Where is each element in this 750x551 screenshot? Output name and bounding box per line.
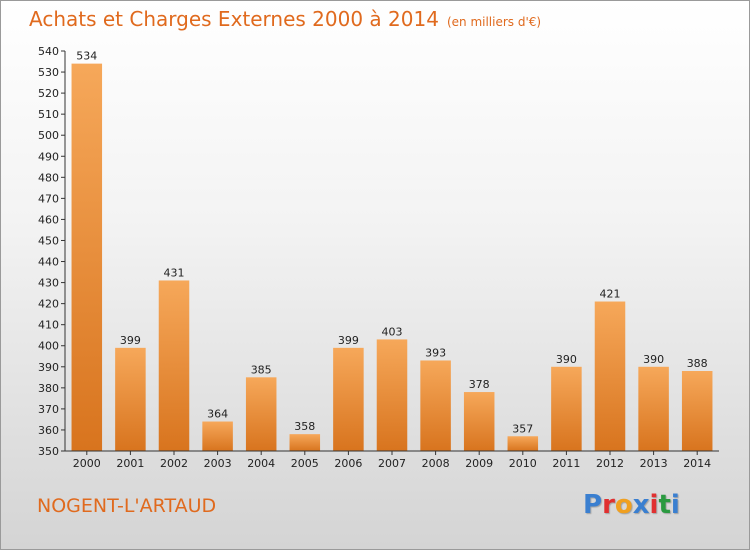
y-tick-label: 370	[38, 403, 59, 416]
y-axis: 350 360 370 380 390 400 410 420 430 440 450 460 470 4…	[38, 45, 66, 458]
y-tick-label: 460	[38, 213, 59, 226]
x-tick-label: 2012	[596, 457, 624, 470]
bar-2014	[681, 371, 713, 451]
bar-2000	[71, 63, 103, 451]
bar-value-label: 364	[207, 408, 228, 421]
bar-2006	[333, 347, 364, 451]
x-tick-label: 2013	[640, 457, 668, 470]
bar-2002	[158, 280, 190, 451]
y-tick-label: 400	[38, 340, 59, 353]
bar-2008	[420, 360, 451, 451]
x-tick-label: 2014	[683, 457, 711, 470]
bar-2009	[463, 392, 495, 451]
bar-2012	[594, 301, 626, 451]
y-tick-label: 480	[38, 171, 59, 184]
y-tick-label: 430	[38, 277, 59, 290]
bar-value-label: 388	[687, 357, 708, 370]
bar-value-label: 390	[643, 353, 664, 366]
bar-2005	[289, 434, 321, 451]
x-tick-label: 2004	[247, 457, 275, 470]
x-tick-label: 2002	[160, 457, 188, 470]
city-name: NOGENT-L'ARTAUD	[37, 495, 217, 517]
y-tick-label: 510	[38, 108, 59, 121]
logo-letter: r	[602, 490, 615, 520]
y-tick-label: 380	[38, 382, 59, 395]
logo-letter: i	[670, 490, 680, 520]
x-tick-label: 2005	[291, 457, 319, 470]
y-tick-label: 540	[38, 45, 59, 58]
bar-value-label: 431	[164, 266, 185, 279]
bar-value-label: 390	[556, 353, 577, 366]
y-tick-label: 390	[38, 361, 59, 374]
bar-2013	[638, 366, 669, 451]
x-tick-label: 2001	[116, 457, 144, 470]
logo-letter: P	[583, 490, 603, 520]
chart-unit: (en milliers d'€)	[446, 15, 542, 29]
logo-letter: o	[614, 490, 633, 520]
y-tick-label: 530	[38, 66, 59, 79]
x-tick-label: 2003	[204, 457, 232, 470]
chart-title-text: Achats et Charges Externes 2000 à 2014	[29, 7, 439, 31]
y-tick-label: 470	[38, 192, 59, 205]
y-tick-label: 490	[38, 150, 59, 163]
y-tick-label: 410	[38, 319, 59, 332]
bar-value-label: 378	[469, 378, 490, 391]
x-tick-label: 2011	[552, 457, 580, 470]
bar-value-label: 534	[76, 50, 97, 63]
y-tick-label: 420	[38, 298, 59, 311]
chart-title: Achats et Charges Externes 2000 à 2014 (e…	[29, 7, 541, 31]
proxiti-logo: Proxiti	[583, 490, 680, 520]
y-tick-label: 500	[38, 129, 59, 142]
x-tick-label: 2007	[378, 457, 406, 470]
y-tick-label: 440	[38, 256, 59, 269]
bar-value-label: 399	[338, 334, 359, 347]
y-tick-label: 520	[38, 87, 59, 100]
logo-letter: i	[649, 490, 659, 520]
bar-2011	[551, 366, 582, 451]
x-tick-label: 2008	[422, 457, 450, 470]
bar-2004	[245, 377, 277, 451]
logo-letter: x	[632, 490, 650, 520]
bar-value-label: 393	[425, 346, 446, 359]
bar-value-label: 421	[600, 288, 621, 301]
y-tick-label: 350	[38, 445, 59, 458]
bar-2001	[115, 347, 146, 451]
bar-value-label: 399	[120, 334, 141, 347]
bar-2010	[507, 436, 539, 451]
bar-value-label: 403	[382, 325, 403, 338]
bar-2007	[376, 339, 408, 451]
bar-2003	[202, 421, 233, 451]
bars: 534 399 431 364 385 358 399 403 393 378 357 390 421 3…	[71, 50, 713, 451]
bar-value-label: 385	[251, 363, 272, 376]
x-tick-label: 2006	[334, 457, 362, 470]
y-tick-label: 360	[38, 424, 59, 437]
y-tick-label: 450	[38, 234, 59, 247]
x-tick-label: 2000	[73, 457, 101, 470]
x-tick-label: 2010	[509, 457, 537, 470]
logo-letter: t	[658, 490, 671, 520]
bar-value-label: 357	[512, 422, 533, 435]
x-axis: 2000 2001 2002 2003 2004 2005 2006 2007 2008 2009…	[65, 450, 719, 470]
bar-value-label: 358	[294, 420, 315, 433]
x-tick-label: 2009	[465, 457, 493, 470]
